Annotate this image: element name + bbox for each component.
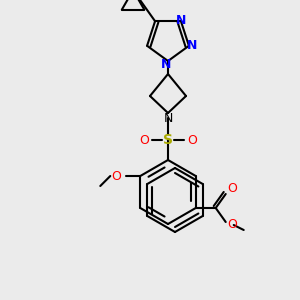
Text: O: O [227,182,237,196]
Text: N: N [187,39,197,52]
Text: S: S [163,133,173,147]
Text: O: O [111,169,121,182]
Text: O: O [139,134,149,146]
Text: N: N [161,58,171,70]
Text: N: N [163,112,173,124]
Text: N: N [176,14,186,27]
Text: O: O [187,134,197,146]
Text: O: O [227,218,237,232]
